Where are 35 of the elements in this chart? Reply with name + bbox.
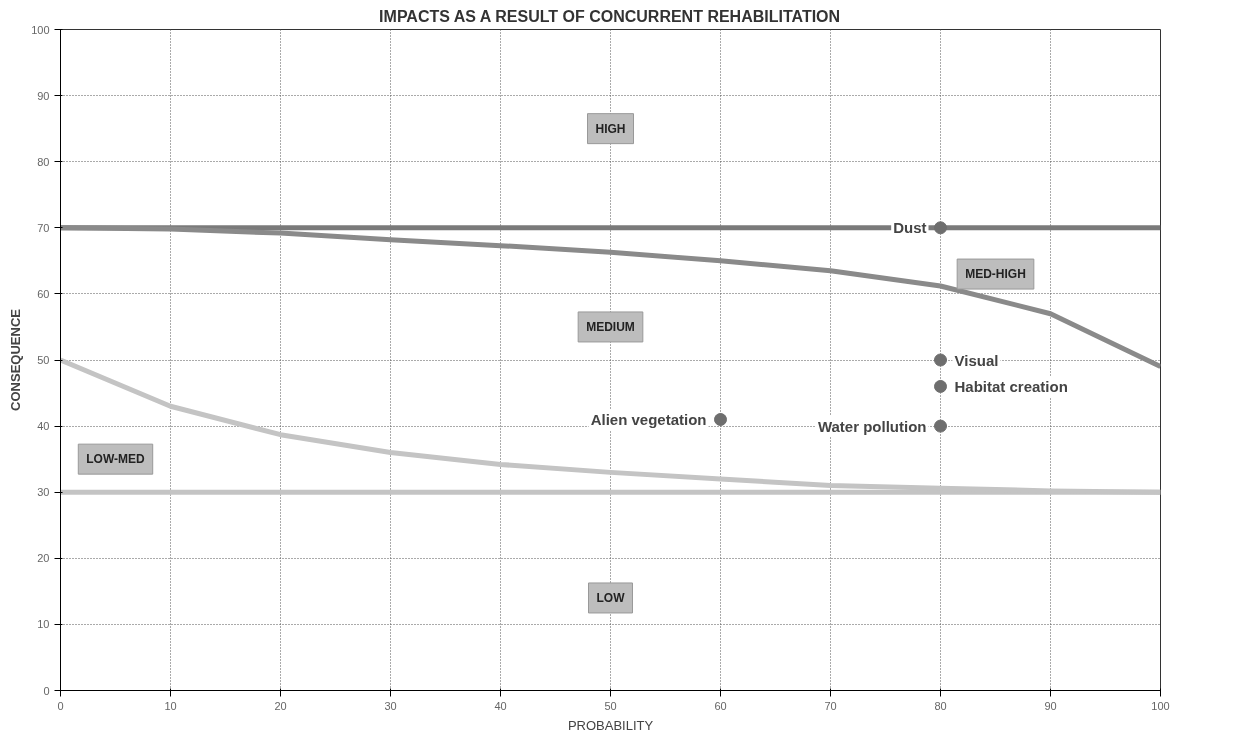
data-label: Dust xyxy=(893,219,927,237)
annotation: MED-HIGH xyxy=(965,267,1026,282)
x-tick-label: 70 xyxy=(824,699,837,712)
y-tick-label: 80 xyxy=(37,155,50,168)
x-tick-label: 100 xyxy=(1151,699,1170,712)
x-tick-label: 10 xyxy=(164,699,177,712)
data-label: Water pollution xyxy=(817,417,927,435)
y-tick-label: 0 xyxy=(43,684,50,697)
x-tick-label: 60 xyxy=(714,699,727,712)
annotation: LOW xyxy=(596,590,626,605)
annotation: MEDIUM xyxy=(586,319,635,334)
data-label: Visual xyxy=(954,351,999,369)
x-tick-label: 20 xyxy=(274,699,287,712)
y-tick-label: 30 xyxy=(37,486,50,499)
annotation: LOW-MED xyxy=(86,452,146,467)
y-tick-label: 10 xyxy=(37,618,50,631)
x-tick-label: 80 xyxy=(934,699,947,712)
y-tick-label: 70 xyxy=(37,221,50,234)
y-tick-label: 50 xyxy=(37,354,50,366)
y-tick-label: 20 xyxy=(37,552,50,565)
x-axis-title: PROBABILITY xyxy=(567,717,654,733)
y-tick-label: 100 xyxy=(31,23,50,36)
x-tick-label: 50 xyxy=(604,699,617,712)
y-axis-title: CONSEQUENCE xyxy=(8,308,24,411)
data-label: Habitat creation xyxy=(954,377,1068,395)
x-tick-label: 0 xyxy=(57,699,64,712)
chart-title: IMPACTS AS A RESULT OF CONCURRENT REHABILITATION xyxy=(379,7,841,25)
annotation: HIGH xyxy=(595,121,626,136)
x-tick-label: 40 xyxy=(494,699,507,712)
x-tick-label: 30 xyxy=(384,699,397,712)
y-tick-label: 40 xyxy=(37,420,50,433)
x-tick-label: 90 xyxy=(1044,699,1057,712)
data-label: Alien vegetation xyxy=(590,410,707,428)
y-tick-label: 60 xyxy=(37,287,50,300)
y-tick-label: 90 xyxy=(37,89,50,102)
